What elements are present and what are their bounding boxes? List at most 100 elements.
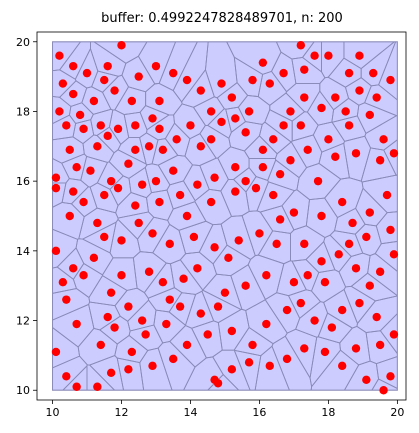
data-point [338,361,347,371]
data-point [65,211,74,221]
data-point [196,142,206,151]
data-point [269,135,278,144]
data-point [338,197,347,207]
data-point [379,386,388,395]
data-point [144,267,154,276]
data-point [258,163,268,172]
data-point [379,135,388,144]
data-point [124,365,133,374]
data-point [213,379,223,388]
data-point [382,190,392,200]
data-point [389,330,399,339]
voronoi-cell [364,84,398,117]
voronoi-cell [350,272,398,302]
voronoi-cell [290,134,323,169]
data-point [206,107,216,116]
data-point [93,382,102,391]
data-point [106,176,116,186]
data-point [265,361,274,371]
data-point [241,128,250,137]
data-point [365,110,374,120]
data-point [210,243,219,252]
data-point [155,197,164,207]
data-point [338,305,347,315]
voronoi-cell [184,133,217,166]
voronoi-cell [343,41,396,70]
data-point [365,281,374,290]
data-point [362,232,371,242]
data-point [241,176,250,186]
data-point [272,239,281,249]
data-point [144,142,154,151]
voronoi-cell [52,114,77,141]
data-point [282,354,292,364]
data-point [244,358,254,367]
data-point [317,257,326,266]
y-tick-label: 20 [16,36,30,49]
data-point [69,264,78,273]
data-point [244,107,254,116]
data-point [131,121,140,130]
data-point [69,89,78,99]
data-point [117,236,126,245]
voronoi-cell [102,257,138,291]
data-point [331,93,340,102]
data-point [79,271,88,280]
data-point [248,75,257,85]
voronoi-cell [329,230,364,257]
data-point [269,190,278,200]
data-point [89,253,99,263]
data-point [389,250,399,259]
data-point [182,211,192,221]
data-point [355,86,364,95]
data-point [303,271,312,280]
data-point [69,61,78,71]
data-point [375,267,385,276]
data-point [55,107,64,116]
data-point [203,330,212,339]
data-point [110,323,119,332]
data-point [300,93,309,102]
data-point [275,215,285,224]
data-point [65,145,74,154]
data-point [351,344,361,353]
data-point [96,340,106,350]
y-tick-label: 14 [16,245,30,258]
data-point [103,131,112,141]
data-point [231,187,240,196]
data-point [296,41,306,50]
data-point [117,271,126,280]
data-point [196,86,206,95]
data-point [51,347,61,357]
data-point [117,41,126,50]
data-point [134,72,143,81]
data-point [55,51,64,60]
data-point [324,51,333,60]
x-tick-label: 18 [321,406,335,419]
data-point [100,190,109,200]
data-point [241,281,250,290]
data-point [189,232,199,242]
data-point [344,121,354,130]
data-point [165,295,174,304]
data-point [372,93,381,102]
data-point [106,368,116,378]
data-point [186,121,195,130]
data-point [110,86,119,95]
data-point [300,239,309,249]
data-point [355,51,364,60]
data-point [227,326,237,336]
voronoi-cell [331,97,360,123]
data-point [275,169,285,179]
data-point [262,319,271,329]
y-axis: 10 12 14 16 18 20 [16,36,37,397]
data-point [179,274,188,283]
data-point [213,302,223,311]
data-point [286,107,295,116]
data-point [351,149,361,158]
voronoi-cell [146,114,175,141]
x-tick-label: 16 [252,406,266,419]
data-point [289,208,299,217]
